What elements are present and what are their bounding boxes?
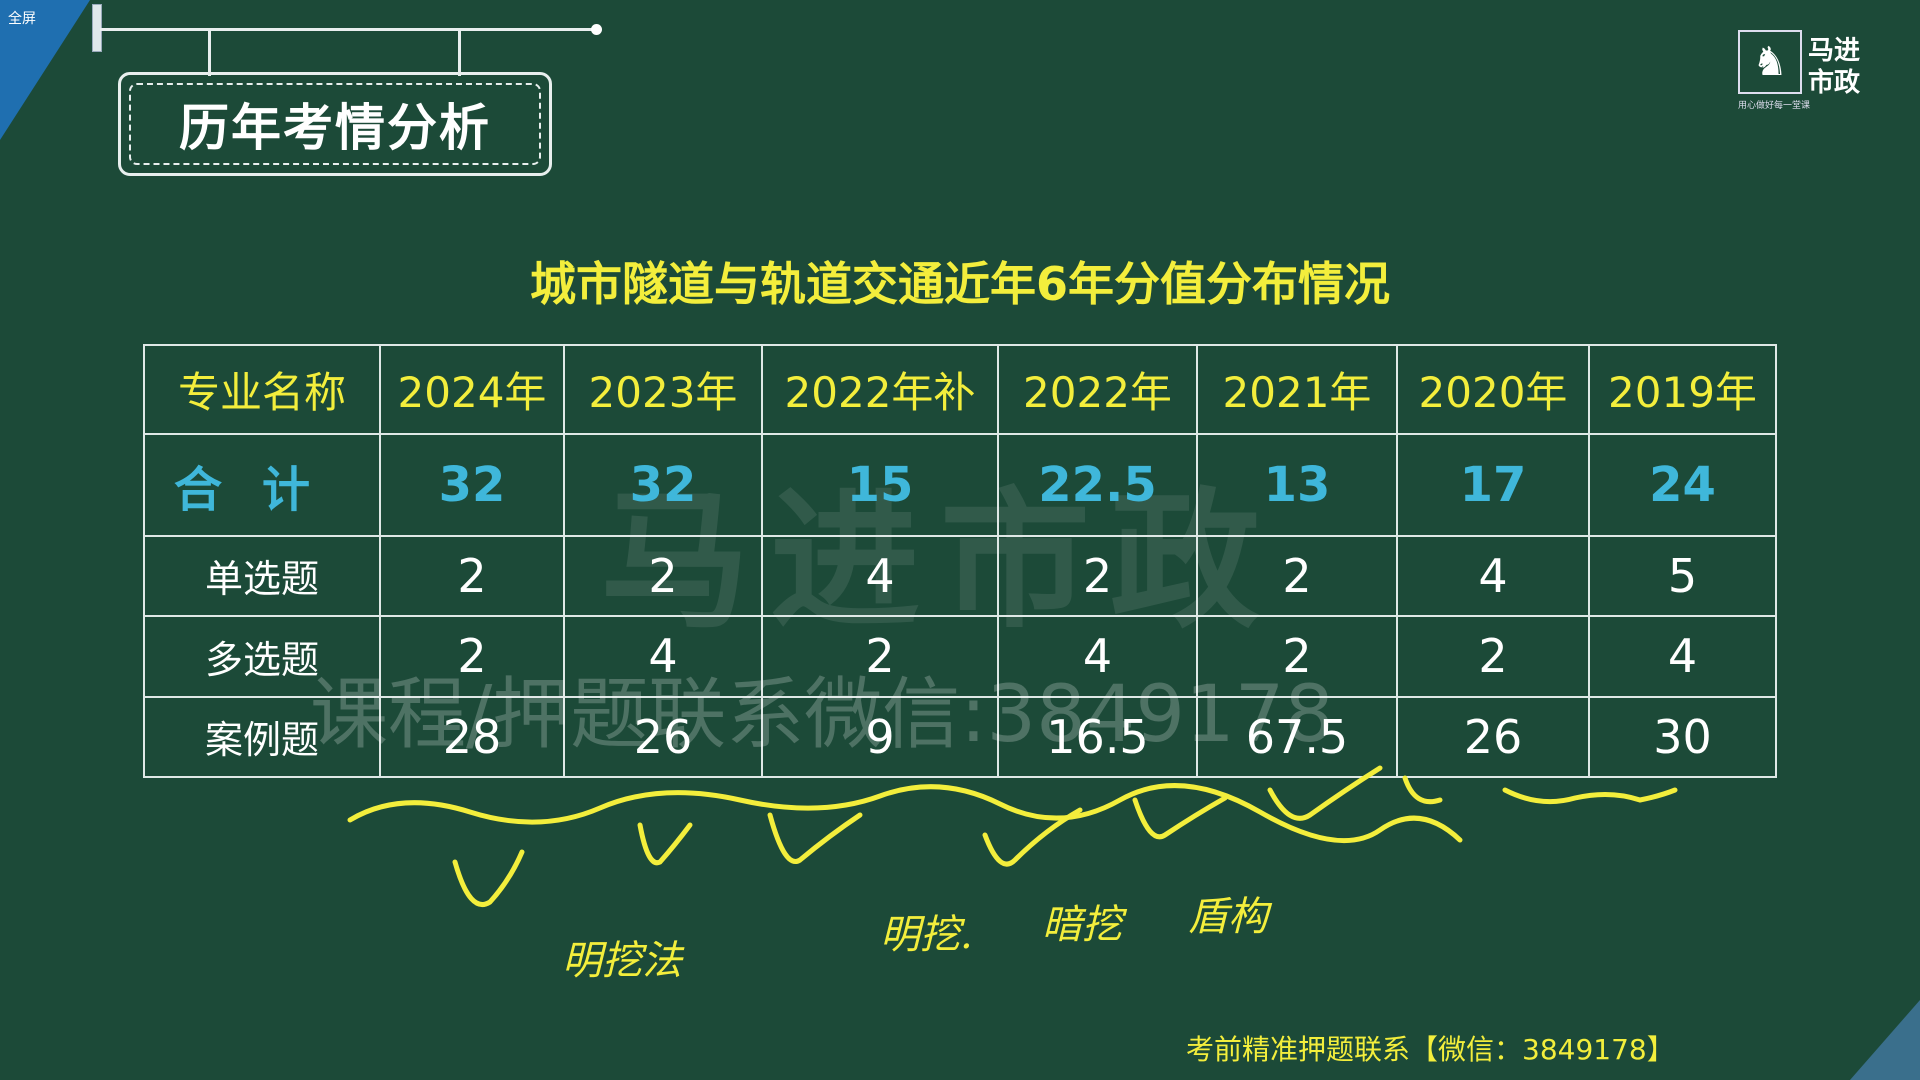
table-cell: 2 [1396, 615, 1590, 698]
table-cell: 13 [1196, 432, 1398, 537]
header-row: 专业名称 2024年 2023年 2022年补 2022年 2021年 2020… [143, 344, 1777, 435]
row-label: 多选题 [143, 615, 381, 698]
logo-slogan: 用心做好每一堂课 [1738, 101, 1811, 111]
table-title: 城市隧道与轨道交通近年6年分值分布情况 [529, 257, 1390, 311]
wave-stroke [1502, 787, 1678, 805]
handwritten-note: 明挖法 [562, 938, 682, 984]
table-cell: 4 [1588, 615, 1777, 698]
section-title: 历年考情分析 [129, 83, 541, 165]
table-cell: 2 [1196, 615, 1398, 698]
corner-decoration [0, 0, 90, 140]
table-cell: 5 [1588, 534, 1777, 618]
table-cell: 22.5 [997, 432, 1198, 537]
corner-decoration-bottom [1850, 1000, 1920, 1080]
table-cell: 32 [379, 432, 565, 537]
table-cell: 67.5 [1196, 695, 1398, 779]
section-title-badge: 历年考情分析 [118, 72, 552, 176]
table-cell: 32 [563, 432, 763, 537]
checkmark-stroke [1267, 765, 1383, 821]
table-cell: 2 [563, 534, 763, 618]
table-cell: 2 [379, 615, 565, 698]
score-table: 专业名称 2024年 2023年 2022年补 2022年 2021年 2020… [143, 344, 1777, 779]
header-cell: 2023年 [563, 344, 763, 435]
checkmark-stroke [1402, 775, 1443, 805]
table-row-total: 合计 32 32 15 22.5 13 17 24 [143, 432, 1777, 537]
table-cell: 16.5 [997, 695, 1198, 779]
horse-icon: ♞ [1738, 30, 1802, 94]
header-cell: 2019年 [1588, 344, 1777, 435]
checkmark-stroke [982, 807, 1083, 867]
handwritten-note: 暗挖 [1042, 902, 1122, 948]
handwritten-note: 明挖. [880, 912, 973, 958]
table-cell: 24 [1588, 432, 1777, 537]
underline-stroke [347, 783, 1463, 843]
handwritten-note: 盾构 [1188, 894, 1268, 940]
table-cell: 2 [761, 615, 999, 698]
checkmark-stroke [452, 849, 525, 908]
hanging-rail [100, 28, 594, 31]
header-cell: 2022年补 [761, 344, 999, 435]
table-cell: 17 [1396, 432, 1590, 537]
logo-line1: 马进 [1808, 36, 1861, 66]
table-cell: 28 [379, 695, 565, 779]
table-cell: 4 [1396, 534, 1590, 618]
table-cell: 2 [997, 534, 1198, 618]
fullscreen-button[interactable]: 全屏 [8, 11, 36, 27]
table-cell: 2 [379, 534, 565, 618]
row-label: 单选题 [143, 534, 381, 618]
table-cell: 4 [563, 615, 763, 698]
header-cell: 2021年 [1196, 344, 1398, 435]
logo-line2: 市政 [1808, 68, 1861, 98]
table-row: 单选题 2 2 4 2 2 4 5 [143, 534, 1777, 618]
footer-contact: 考前精准押题联系【微信：3849178】 [1186, 1033, 1675, 1066]
rail-end-dot [591, 24, 602, 35]
row-label: 合计 [143, 432, 381, 537]
header-cell: 2020年 [1396, 344, 1590, 435]
table-cell: 26 [563, 695, 763, 779]
watermark-contact: 课程/押题联系微信:3849178 [310, 670, 1334, 760]
hanging-string-left [208, 30, 211, 76]
checkmark-stroke [767, 812, 863, 864]
hanging-string-right [458, 30, 461, 76]
checkmark-stroke [637, 822, 693, 866]
header-cell: 2024年 [379, 344, 565, 435]
table-cell: 4 [761, 534, 999, 618]
table-row: 案例题 28 26 9 16.5 67.5 26 30 [143, 695, 1777, 779]
header-cell: 2022年 [997, 344, 1198, 435]
table-cell: 2 [1196, 534, 1398, 618]
brand-logo: ♞ 马进 市政 用心做好每一堂课 [1738, 30, 1870, 112]
table-cell: 15 [761, 432, 999, 537]
header-cell: 专业名称 [143, 344, 381, 435]
checkmark-stroke [1132, 795, 1228, 840]
row-label: 案例题 [143, 695, 381, 779]
table-cell: 9 [761, 695, 999, 779]
table-row: 多选题 2 4 2 4 2 2 4 [143, 615, 1777, 698]
table-cell: 4 [997, 615, 1198, 698]
table-cell: 26 [1396, 695, 1590, 779]
table-cell: 30 [1588, 695, 1777, 779]
